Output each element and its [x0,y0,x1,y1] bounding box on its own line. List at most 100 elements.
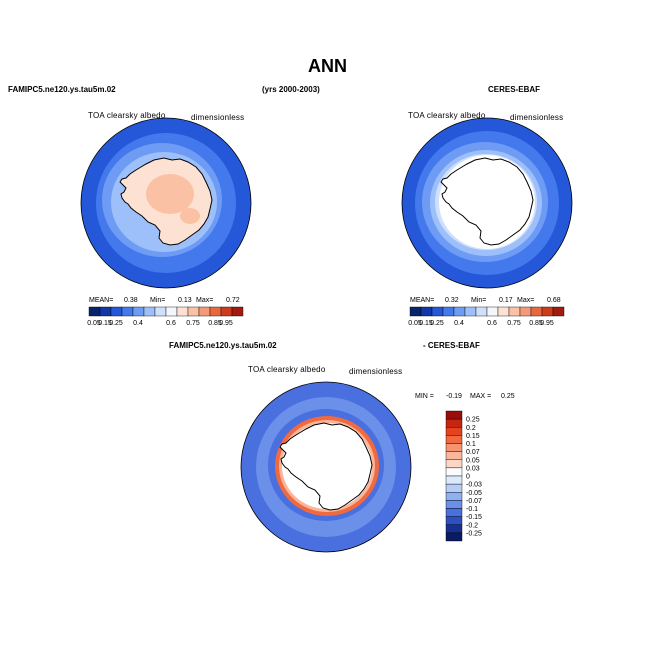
obs-colorbar-tick: 0.4 [454,320,464,327]
obs-colorbar-cell [475,306,488,317]
obs-colorbar-tick: 0.15 [419,320,433,327]
diff-colorbar-tick: 0.2 [466,425,476,432]
model-colorbar-cell [187,306,200,317]
diff-colorbar-tick: -0.15 [466,514,482,521]
diff-obs-label: - CERES-EBAF [423,341,480,350]
diff-colorbar-cell [445,483,463,493]
diff-max-label: MAX = [470,393,492,400]
model-max-label: Max= [196,297,214,304]
model-colorbar-cell [99,306,112,317]
diff-colorbar-cell [445,516,463,525]
obs-map-border [401,117,573,289]
obs-colorbar-cell [530,306,543,317]
obs-variable-label: TOA clearsky albedo [408,111,486,120]
diff-colorbar-cell [445,418,463,428]
obs-colorbar-cell [409,306,422,317]
model-colorbar-cell [198,306,211,317]
model-colorbar-cell [220,306,233,317]
model-variable-label: TOA clearsky albedo [88,111,166,120]
model-colorbar-cell [132,306,145,317]
model-colorbar-tick: 0.4 [133,320,143,327]
obs-colorbar-cell [541,306,554,317]
model-colorbar-cell [154,306,167,317]
diff-colorbar-cell [445,467,463,477]
model-colorbar-cell [176,306,189,317]
diff-colorbar-tick: -0.1 [466,506,478,513]
obs-colorbar-cell [453,306,466,317]
model-colorbar-cell [231,306,244,317]
obs-max-label: Max= [517,297,535,304]
diff-colorbar-cell [445,443,463,452]
diff-colorbar-cell [445,435,463,444]
obs-colorbar-tick: 0.85 [529,320,543,327]
obs-colorbar-tick: 0.25 [430,320,444,327]
obs-colorbar-cell [420,306,433,317]
diff-case-label: FAMIPC5.ne120.ys.tau5m.02 [169,341,277,350]
diff-colorbar-tick: -0.07 [466,498,482,505]
diff-colorbar-cell [445,459,463,469]
diff-colorbar-cell [445,427,463,436]
obs-max-value: 0.68 [547,297,561,304]
diff-colorbar-cell [445,475,463,485]
obs-colorbar-tick: 0.75 [507,320,521,327]
obs-label: CERES-EBAF [488,85,541,94]
model-colorbar-cell [121,306,134,317]
obs-colorbar-tick: 0.95 [540,320,554,327]
diff-colorbar-tick: 0.25 [466,417,480,424]
obs-map [402,118,572,288]
model-units-label: dimensionless [191,113,245,122]
model-colorbar-cell [110,306,123,317]
diff-colorbar-cell [445,492,463,501]
obs-colorbar-cell [508,306,521,317]
diff-map [241,382,411,552]
obs-mean-value: 0.32 [445,297,459,304]
obs-colorbar-tick: 0.05 [408,320,422,327]
model-colorbar-tick: 0.05 [87,320,101,327]
model-colorbar-tick: 0.6 [166,320,176,327]
obs-min-value: 0.17 [499,297,513,304]
obs-colorbar-cell [442,306,455,317]
diff-colorbar-tick: 0.1 [466,441,476,448]
obs-mean-label: MEAN= [410,297,435,304]
model-mean-label: MEAN= [89,297,114,304]
model-colorbar-tick: 0.75 [186,320,200,327]
model-mean-value: 0.38 [124,297,138,304]
diff-units-label: dimensionless [349,367,403,376]
model-colorbar-tick: 0.95 [219,320,233,327]
obs-colorbar-cell [552,306,565,317]
diff-min-value: -0.19 [446,393,462,400]
model-map [81,118,251,288]
diff-colorbar: 0.250.20.150.10.070.050.030-0.03-0.05-0.… [445,410,482,542]
obs-colorbar-cell [431,306,444,317]
model-colorbar-cell [165,306,178,317]
model-colorbar-cell [88,306,101,317]
obs-colorbar-cell [464,306,477,317]
diff-colorbar-tick: 0.03 [466,465,480,472]
obs-colorbar-tick: 0.6 [487,320,497,327]
diff-colorbar-cell [445,532,463,542]
diff-map-border [240,381,412,553]
diff-colorbar-tick: -0.25 [466,530,482,537]
model-plateau-east [180,208,200,224]
diff-colorbar-tick: 0 [466,474,470,481]
diff-min-label: MIN = [415,393,434,400]
model-plateau [146,174,194,214]
obs-min-label: Min= [471,297,487,304]
diff-colorbar-tick: 0.05 [466,457,480,464]
diff-colorbar-cell [445,451,463,460]
model-min-label: Min= [150,297,166,304]
diff-max-value: 0.25 [501,393,515,400]
figure-title: ANN [308,56,347,76]
diff-colorbar-tick: 0.07 [466,449,480,456]
model-colorbar-cell [209,306,222,317]
diff-variable-label: TOA clearsky albedo [248,365,326,374]
diff-colorbar-tick: -0.03 [466,482,482,489]
model-case-label: FAMIPC5.ne120.ys.tau5m.02 [8,85,116,94]
model-colorbar-tick: 0.25 [109,320,123,327]
diff-colorbar-tick: -0.2 [466,522,478,529]
diff-colorbar-tick: 0.15 [466,433,480,440]
obs-colorbar-cell [497,306,510,317]
diff-colorbar-cell [445,524,463,534]
model-colorbar: 0.050.150.25 0.4 0.6 0.75 0.850.95 [87,306,244,327]
